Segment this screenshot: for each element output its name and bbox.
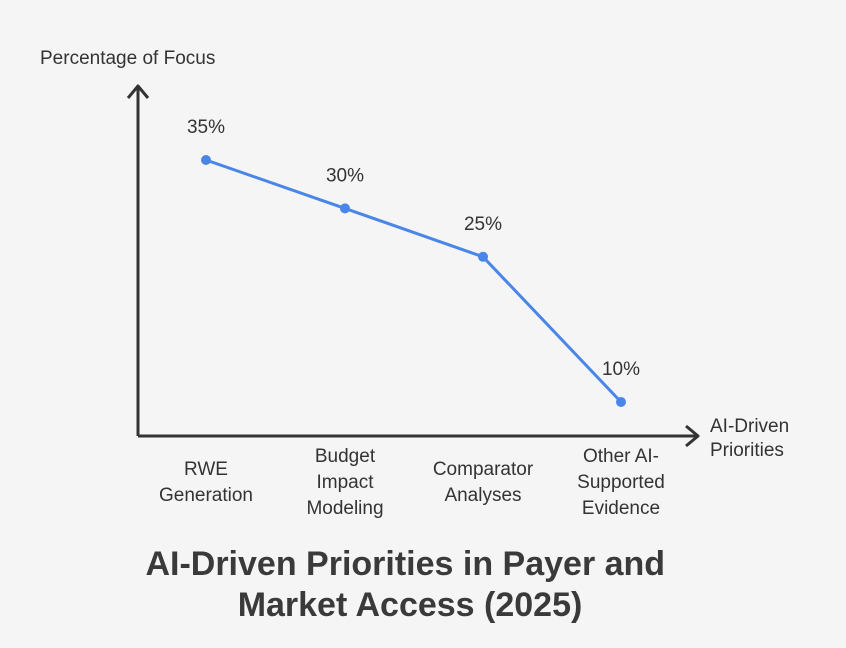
x-tick-label: RWE Generation	[159, 459, 253, 506]
data-label: 35%	[187, 117, 225, 138]
x-tick-label-line: RWE	[184, 459, 228, 480]
data-point	[478, 251, 488, 262]
x-axis-label-line-1: AI-Driven	[710, 416, 789, 437]
x-tick-label-line: Evidence	[582, 498, 660, 519]
series-line	[205, 158, 623, 404]
x-axis-label-line-2: Priorities	[710, 440, 784, 461]
category-labels: RWE Generation Budget Impact Modeling Compara…	[159, 446, 665, 519]
data-point	[201, 155, 211, 165]
chart-title-line-2: Market Access (2025)	[238, 586, 583, 624]
data-label: 30%	[326, 165, 364, 186]
x-tick-label: Comparator Analyses	[433, 459, 534, 506]
x-tick-label-line: Impact	[316, 472, 374, 493]
x-tick-label-line: Modeling	[306, 498, 383, 519]
x-tick-label-line: Analyses	[444, 485, 521, 506]
axes	[126, 84, 700, 448]
y-axis-arrowhead	[126, 84, 150, 99]
data-point	[340, 203, 350, 214]
x-axis-arrowhead	[685, 424, 700, 448]
series-line-group: 35% 30% 25% 10%	[187, 117, 640, 407]
x-tick-label: Other AI- Supported Evidence	[577, 446, 665, 519]
x-tick-label-line: Budget	[315, 446, 376, 467]
x-tick-label-line: Comparator	[433, 459, 534, 480]
data-label: 25%	[464, 214, 502, 235]
data-label: 10%	[602, 359, 640, 380]
x-axis-label: AI-Driven Priorities	[710, 416, 794, 461]
chart-title-line-1: AI-Driven Priorities in Payer and	[145, 545, 665, 583]
chart-title: AI-Driven Priorities in Payer and Market…	[145, 545, 674, 624]
y-axis-label: Percentage of Focus	[40, 48, 215, 69]
x-tick-label: Budget Impact Modeling	[306, 446, 383, 519]
x-tick-label-line: Other AI-	[583, 446, 659, 467]
x-tick-label-line: Generation	[159, 485, 253, 506]
data-point	[616, 397, 626, 407]
x-tick-label-line: Supported	[577, 472, 665, 493]
